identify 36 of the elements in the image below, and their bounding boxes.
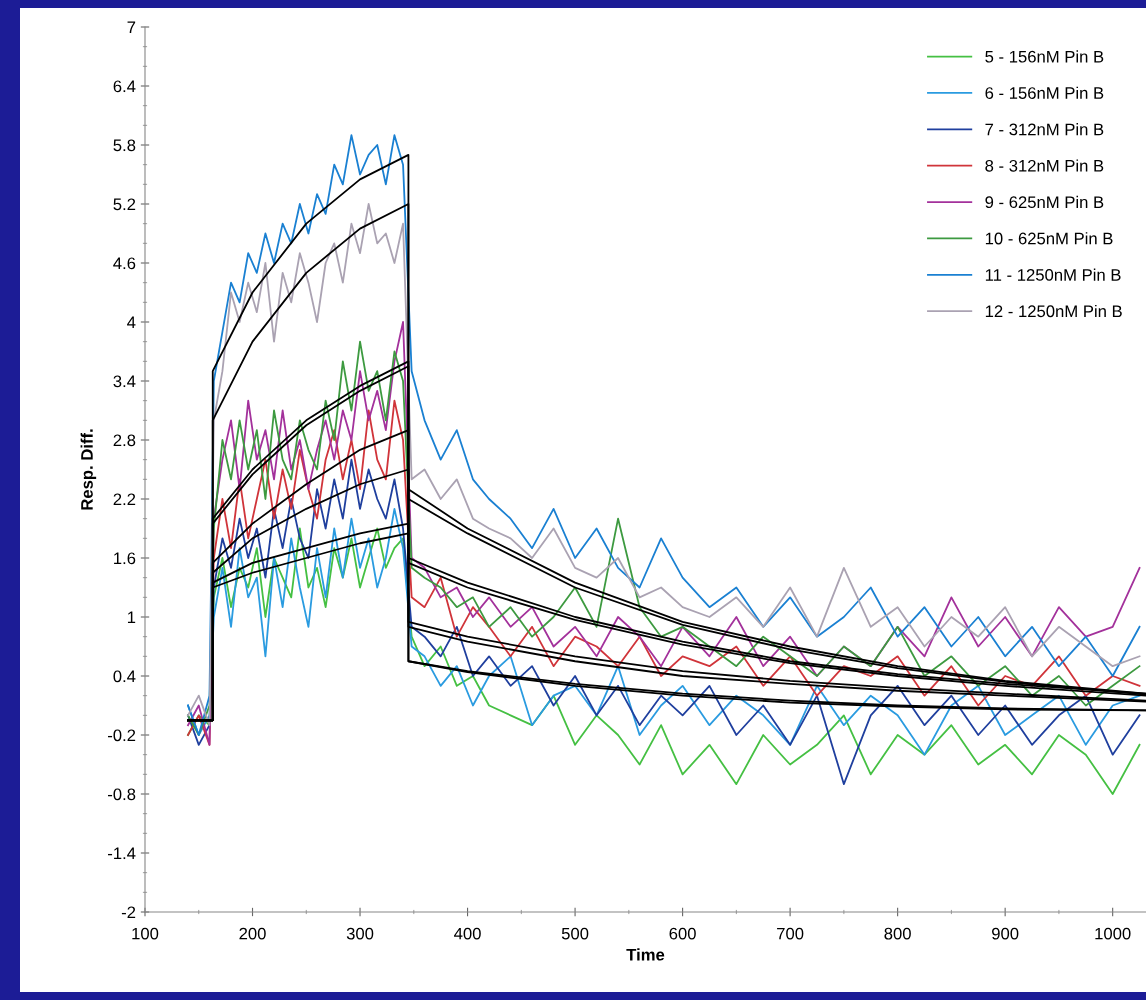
y-tick-label: 5.2 bbox=[113, 198, 136, 211]
y-tick-label: -0.2 bbox=[108, 729, 136, 742]
y-tick-label: -1.4 bbox=[108, 847, 136, 860]
y-tick-label: 4 bbox=[127, 316, 136, 329]
legend-label: 7 - 312nM Pin B bbox=[985, 123, 1104, 136]
legend-label: 12 - 1250nM Pin B bbox=[985, 304, 1122, 318]
y-tick-label: 2.8 bbox=[113, 434, 136, 447]
x-tick-label: 300 bbox=[346, 927, 374, 940]
legend-label: 8 - 312nM Pin B bbox=[985, 159, 1104, 172]
y-tick-label: 4.6 bbox=[113, 257, 136, 270]
y-tick-label: 2.2 bbox=[113, 493, 136, 506]
legend-label: 5 - 156nM Pin B bbox=[985, 50, 1104, 63]
y-tick-label: -2 bbox=[121, 906, 136, 919]
y-tick-label: 3.4 bbox=[113, 375, 136, 388]
y-tick-label: 5.8 bbox=[113, 139, 136, 152]
x-tick-label: 1000 bbox=[1095, 927, 1131, 940]
y-tick-label: 1.6 bbox=[114, 552, 136, 565]
legend-label: 10 - 625nM Pin B bbox=[985, 232, 1113, 245]
x-tick-label: 500 bbox=[561, 927, 589, 940]
y-tick-label: 1 bbox=[127, 611, 136, 624]
x-axis-title: Time bbox=[626, 948, 665, 961]
legend-label: 6 - 156nM Pin B bbox=[985, 86, 1104, 99]
x-tick-label: 700 bbox=[777, 927, 804, 940]
legend-label: 9 - 625nM Pin B bbox=[985, 195, 1104, 209]
y-tick-label: 6.4 bbox=[113, 80, 136, 93]
x-tick-label: 200 bbox=[239, 927, 266, 940]
x-tick-label: 100 bbox=[132, 927, 159, 940]
y-axis-title: Resp. Diff. bbox=[80, 429, 97, 510]
y-tick-label: 0.4 bbox=[113, 670, 136, 683]
x-tick-label: 600 bbox=[669, 927, 696, 940]
x-tick-label: 900 bbox=[992, 927, 1019, 940]
y-tick-label: 7 bbox=[127, 21, 136, 34]
y-tick-label: -0.8 bbox=[108, 788, 136, 801]
x-tick-label: 400 bbox=[454, 927, 481, 940]
x-tick-label: 800 bbox=[884, 927, 911, 940]
legend-label: 11 - 1250nM Pin B bbox=[985, 268, 1121, 281]
